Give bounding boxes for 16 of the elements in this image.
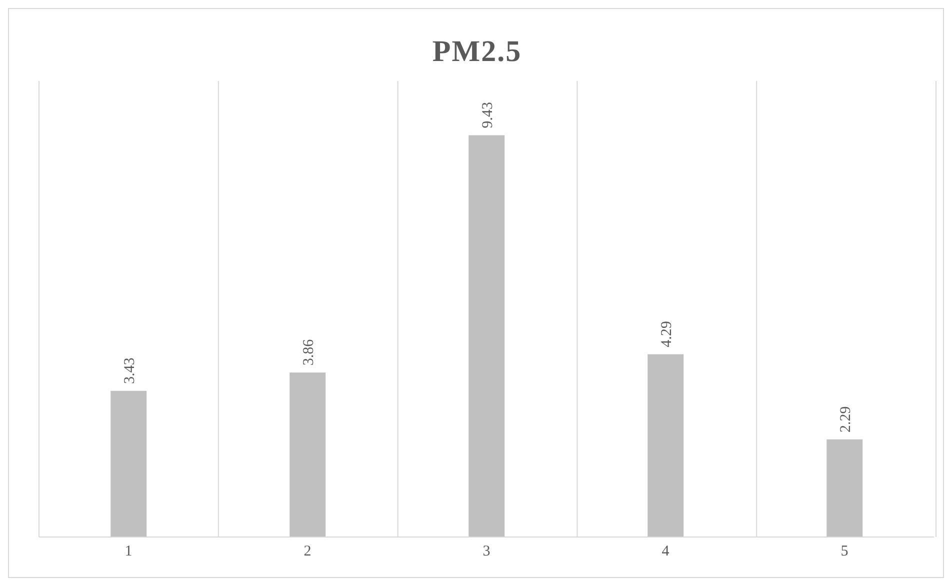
bar (110, 390, 147, 537)
data-label: 3.43 (122, 358, 138, 384)
x-tick-label: 1 (124, 544, 132, 560)
data-label: 9.43 (480, 102, 496, 128)
x-tick-label: 4 (662, 544, 670, 560)
bar (648, 354, 684, 537)
data-label: 2.29 (838, 406, 854, 432)
x-tick-label: 5 (840, 544, 848, 560)
x-tick-label: 3 (482, 544, 490, 560)
data-label: 4.29 (658, 320, 675, 348)
bar (468, 135, 505, 537)
data-label: 3.86 (300, 338, 317, 366)
x-tick-label: 2 (304, 544, 312, 560)
chart-title: PM2.5 (431, 35, 523, 69)
bar (826, 439, 863, 537)
bar (290, 372, 326, 537)
